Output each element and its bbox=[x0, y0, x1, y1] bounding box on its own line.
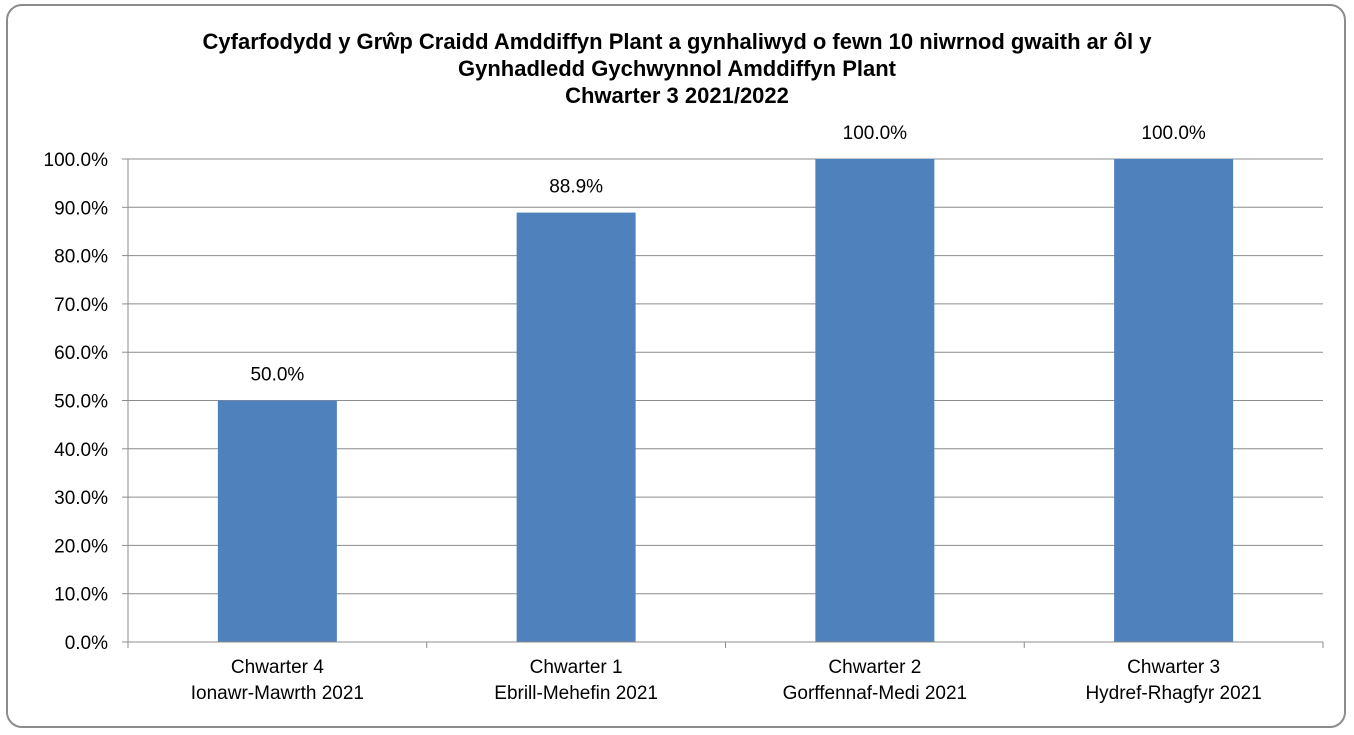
y-tick-label: 50.0% bbox=[54, 392, 108, 413]
data-label: 88.9% bbox=[549, 177, 603, 198]
x-tick-label: Chwarter 2 bbox=[828, 657, 921, 678]
axes bbox=[122, 158, 1324, 648]
chart-title: Cyfarfodydd y Grŵp Craidd Amddiffyn Plan… bbox=[0, 28, 1354, 109]
chart-title-line-3: Chwarter 3 2021/2022 bbox=[565, 83, 789, 108]
x-tick-label: Ebrill-Mehefin 2021 bbox=[494, 683, 658, 704]
x-tick-label: Gorffennaf-Medi 2021 bbox=[783, 683, 968, 704]
data-label: 100.0% bbox=[1141, 123, 1206, 144]
y-tick-label: 20.0% bbox=[54, 536, 108, 557]
chart-title-line-2: Gynhadledd Gychwynnol Amddiffyn Plant bbox=[458, 56, 896, 81]
y-tick-label: 30.0% bbox=[54, 488, 108, 509]
y-tick-label: 90.0% bbox=[54, 198, 108, 219]
bar bbox=[815, 159, 935, 642]
x-tick-label: Ionawr-Mawrth 2021 bbox=[191, 683, 364, 704]
y-tick-label: 60.0% bbox=[54, 343, 108, 364]
data-labels: 50.0% 88.9% 100.0% 100.0% bbox=[250, 123, 1206, 386]
x-tick-labels: Chwarter 4 Ionawr-Mawrth 2021 Chwarter 1 Eb… bbox=[191, 657, 1262, 704]
bars bbox=[217, 159, 1234, 642]
x-tick-label: Chwarter 1 bbox=[530, 657, 623, 678]
x-tick-label: Chwarter 4 bbox=[231, 657, 324, 678]
data-label: 50.0% bbox=[250, 365, 304, 386]
y-tick-label: 100.0% bbox=[44, 150, 109, 171]
bar bbox=[217, 400, 337, 642]
y-tick-label: 70.0% bbox=[54, 295, 108, 316]
x-tick-label: Chwarter 3 bbox=[1127, 657, 1220, 678]
x-tick-label: Hydref-Rhagfyr 2021 bbox=[1085, 683, 1261, 704]
bar bbox=[516, 212, 636, 642]
chart-title-line-1: Cyfarfodydd y Grŵp Craidd Amddiffyn Plan… bbox=[202, 29, 1152, 54]
data-label: 100.0% bbox=[843, 123, 908, 144]
bar bbox=[1114, 159, 1234, 642]
y-tick-label: 80.0% bbox=[54, 247, 108, 268]
y-tick-label: 40.0% bbox=[54, 440, 108, 461]
y-tick-label: 0.0% bbox=[65, 633, 108, 654]
y-tick-label: 10.0% bbox=[54, 585, 108, 606]
y-tick-labels: 0.0% 10.0% 20.0% 30.0% 40.0% 50.0% 60.0% 70.0% 8… bbox=[44, 150, 109, 654]
